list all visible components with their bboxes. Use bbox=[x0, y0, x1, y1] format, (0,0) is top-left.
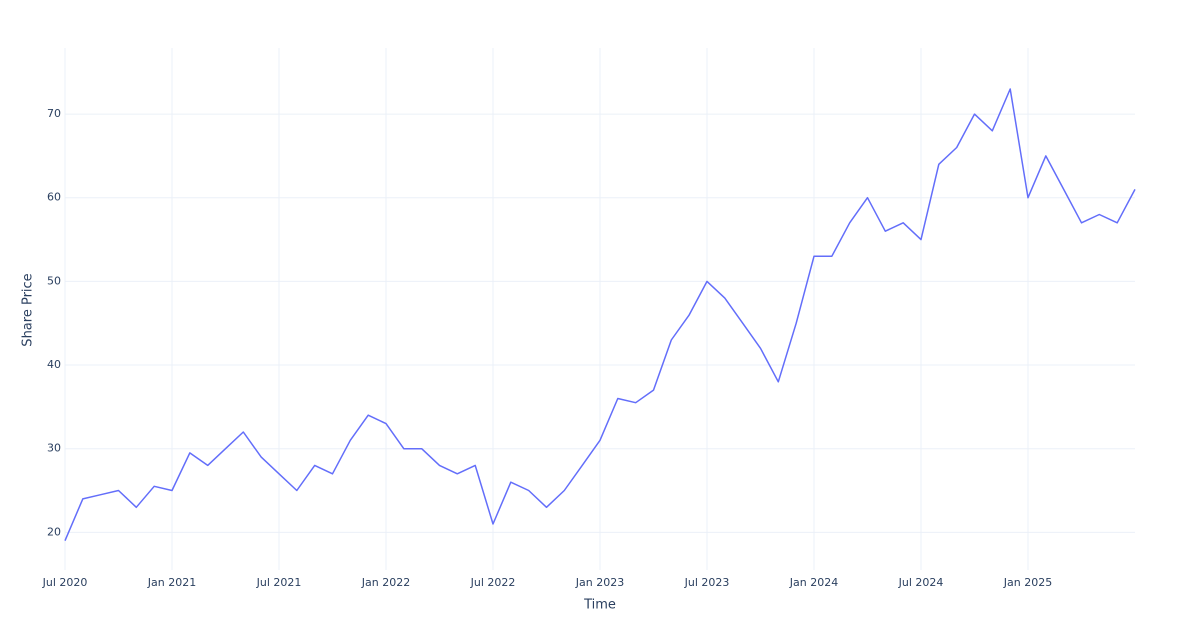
x-tick-label: Jul 2023 bbox=[684, 576, 730, 589]
x-axis-title: Time bbox=[583, 598, 616, 613]
x-tick-label: Jan 2022 bbox=[361, 576, 410, 589]
y-axis-title: Share Price bbox=[21, 273, 36, 346]
x-tick-label: Jul 2022 bbox=[470, 576, 516, 589]
grid bbox=[64, 48, 1135, 570]
x-tick-label: Jan 2021 bbox=[147, 576, 196, 589]
x-tick-label: Jan 2023 bbox=[575, 576, 624, 589]
x-tick-label: Jul 2020 bbox=[42, 576, 88, 589]
y-tick-label: 30 bbox=[47, 442, 61, 455]
x-tick-label: Jul 2021 bbox=[256, 576, 302, 589]
x-tick-label: Jan 2025 bbox=[1003, 576, 1052, 589]
y-tick-label: 70 bbox=[47, 107, 61, 120]
y-tick-label: 50 bbox=[47, 274, 61, 287]
x-tick-label: Jul 2024 bbox=[898, 576, 944, 589]
y-tick-label: 40 bbox=[47, 358, 61, 371]
y-tick-label: 20 bbox=[47, 525, 61, 538]
price-line bbox=[64, 88, 1136, 541]
x-tick-label: Jan 2024 bbox=[789, 576, 838, 589]
y-tick-label: 60 bbox=[47, 191, 61, 204]
